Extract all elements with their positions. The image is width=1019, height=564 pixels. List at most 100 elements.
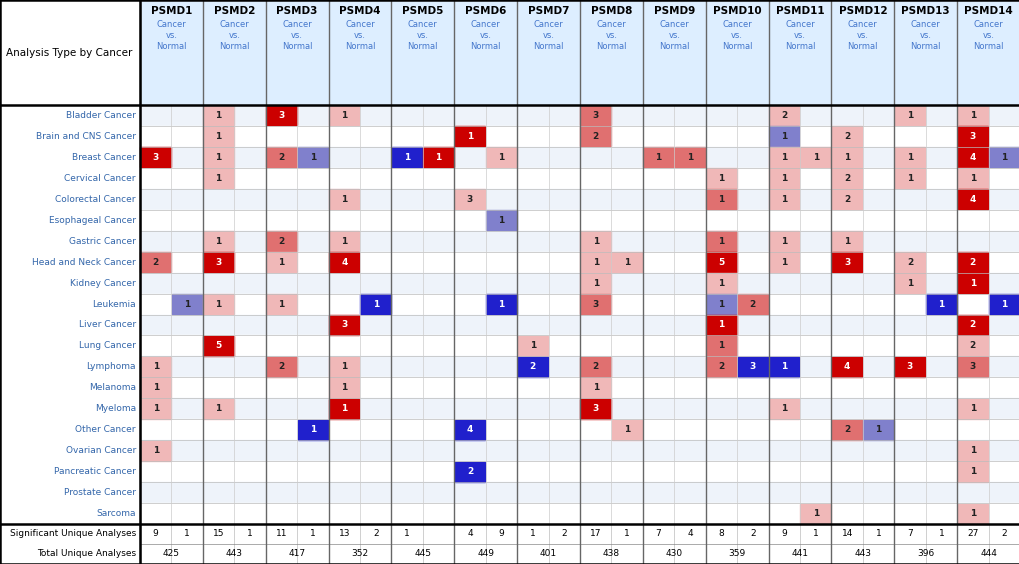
Bar: [454, 126, 485, 147]
Text: 1: 1: [969, 446, 975, 455]
Text: 2: 2: [843, 132, 850, 141]
Text: Lung Cancer: Lung Cancer: [79, 341, 136, 350]
Bar: [0, 189, 1019, 210]
Text: 1: 1: [498, 215, 504, 224]
Text: 1: 1: [906, 111, 912, 120]
Bar: [705, 273, 736, 293]
Text: Cancer
vs.
Normal: Cancer vs. Normal: [721, 20, 752, 51]
Text: 1: 1: [592, 384, 598, 393]
Bar: [203, 399, 233, 418]
Text: 1: 1: [812, 153, 818, 162]
Text: 1: 1: [310, 530, 316, 539]
Bar: [705, 190, 736, 209]
Bar: [957, 336, 987, 356]
Bar: [705, 315, 736, 335]
Text: 1: 1: [937, 299, 944, 309]
Bar: [580, 378, 610, 398]
Text: 1: 1: [592, 237, 598, 246]
Bar: [862, 420, 893, 440]
Text: 401: 401: [539, 549, 556, 558]
Bar: [894, 273, 924, 293]
Text: 14: 14: [841, 530, 852, 539]
Text: PSMD5: PSMD5: [401, 6, 443, 16]
Text: 3: 3: [749, 363, 755, 371]
Text: 1: 1: [624, 425, 630, 434]
Bar: [705, 357, 736, 377]
Text: 1: 1: [467, 132, 473, 141]
Text: Pancreatic Cancer: Pancreatic Cancer: [54, 467, 136, 476]
Text: 359: 359: [728, 549, 745, 558]
Text: 1: 1: [875, 530, 880, 539]
Bar: [203, 294, 233, 314]
Text: 8: 8: [717, 530, 723, 539]
Text: Kidney Cancer: Kidney Cancer: [70, 279, 136, 288]
Text: 4: 4: [467, 425, 473, 434]
Text: 2: 2: [969, 341, 975, 350]
Text: Sarcoma: Sarcoma: [97, 509, 136, 518]
Bar: [768, 105, 799, 125]
Text: 1: 1: [1001, 299, 1007, 309]
Bar: [957, 440, 987, 461]
Text: 4: 4: [687, 530, 692, 539]
Bar: [0, 524, 1019, 564]
Bar: [737, 294, 767, 314]
Bar: [0, 147, 1019, 168]
Text: 443: 443: [225, 549, 243, 558]
Bar: [768, 126, 799, 147]
Text: 1: 1: [340, 111, 347, 120]
Text: Liver Cancer: Liver Cancer: [78, 320, 136, 329]
Bar: [705, 336, 736, 356]
Text: 2: 2: [467, 467, 473, 476]
Text: PSMD2: PSMD2: [213, 6, 255, 16]
Bar: [0, 231, 1019, 252]
Bar: [957, 399, 987, 418]
Bar: [832, 126, 861, 147]
Bar: [141, 147, 171, 168]
Text: 1: 1: [906, 279, 912, 288]
Text: 2: 2: [749, 530, 755, 539]
Text: Cancer
vs.
Normal: Cancer vs. Normal: [470, 20, 500, 51]
Text: 1: 1: [215, 132, 221, 141]
Text: 1: 1: [781, 363, 787, 371]
Text: Cancer
vs.
Normal: Cancer vs. Normal: [156, 20, 186, 51]
Text: 3: 3: [215, 258, 221, 267]
Text: 5: 5: [717, 258, 723, 267]
Bar: [832, 357, 861, 377]
Bar: [298, 420, 328, 440]
Text: 3: 3: [906, 363, 912, 371]
Text: 9: 9: [498, 530, 503, 539]
Text: 1: 1: [404, 530, 410, 539]
Text: 2: 2: [969, 258, 975, 267]
Bar: [768, 399, 799, 418]
Text: 1: 1: [247, 530, 253, 539]
Bar: [486, 147, 517, 168]
Text: 3: 3: [969, 132, 975, 141]
Text: Ovarian Cancer: Ovarian Cancer: [65, 446, 136, 455]
Bar: [580, 105, 610, 125]
Bar: [580, 357, 610, 377]
Bar: [705, 168, 736, 188]
Text: 1: 1: [153, 446, 159, 455]
Bar: [580, 231, 610, 251]
Bar: [611, 252, 642, 272]
Bar: [894, 105, 924, 125]
Bar: [203, 147, 233, 168]
Text: 1: 1: [906, 174, 912, 183]
Bar: [203, 231, 233, 251]
Bar: [329, 378, 359, 398]
Text: PSMD10: PSMD10: [712, 6, 761, 16]
Text: 1: 1: [340, 384, 347, 393]
Text: 2: 2: [843, 174, 850, 183]
Bar: [0, 272, 1019, 293]
Bar: [329, 105, 359, 125]
Text: 1: 1: [655, 153, 661, 162]
Text: 2: 2: [906, 258, 912, 267]
Bar: [0, 105, 1019, 126]
Text: PSMD3: PSMD3: [276, 6, 318, 16]
Bar: [957, 357, 987, 377]
Bar: [832, 420, 861, 440]
Bar: [391, 147, 422, 168]
Text: Cancer
vs.
Normal: Cancer vs. Normal: [344, 20, 375, 51]
Bar: [832, 190, 861, 209]
Text: 1: 1: [153, 384, 159, 393]
